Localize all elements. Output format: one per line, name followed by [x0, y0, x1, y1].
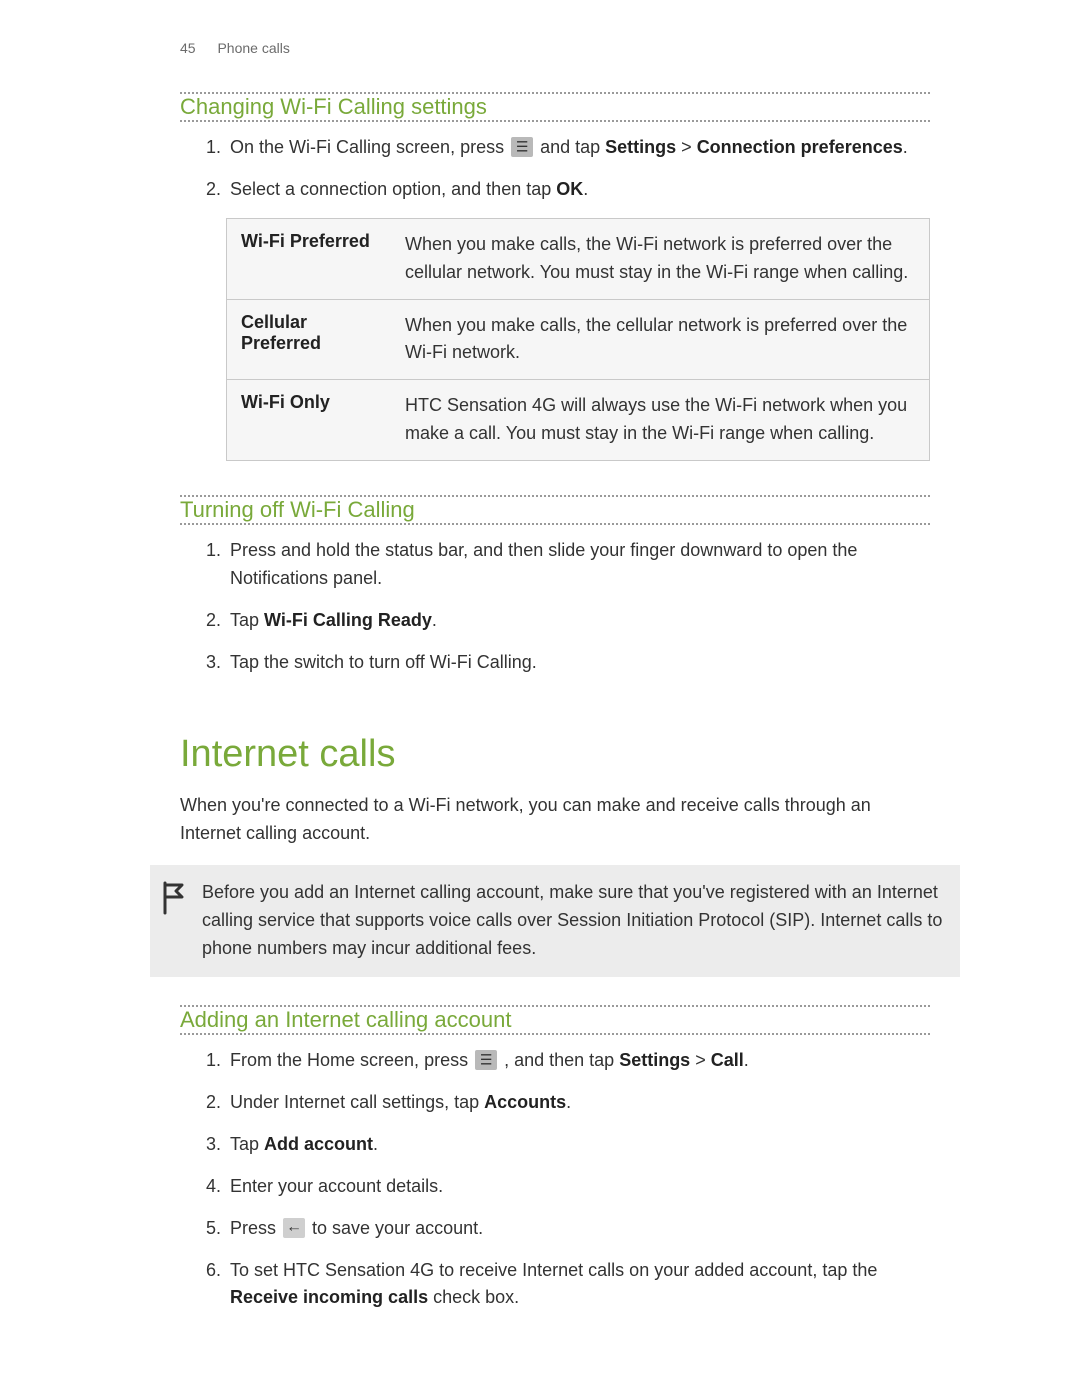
option-label: Wi-Fi Only [227, 380, 405, 460]
list-item: Press to save your account. [226, 1215, 930, 1243]
note-text: Before you add an Internet calling accou… [202, 879, 944, 963]
label-add-account: Add account [264, 1134, 373, 1154]
page: 45 Phone calls Changing Wi-Fi Calling se… [0, 0, 1080, 1397]
table-row: Wi-Fi Only HTC Sensation 4G will always … [227, 379, 929, 460]
flag-icon [160, 881, 192, 920]
list-item: Under Internet call settings, tap Accoun… [226, 1089, 930, 1117]
option-desc: When you make calls, the Wi-Fi network i… [405, 219, 929, 299]
label-ok: OK [556, 179, 583, 199]
list-item: Tap Wi-Fi Calling Ready. [226, 607, 930, 635]
list-item: Press and hold the status bar, and then … [226, 537, 930, 593]
dotted-line [180, 1033, 930, 1035]
step-text: . [903, 137, 908, 157]
step-text: Enter your account details. [230, 1176, 443, 1196]
table-row: Wi-Fi Preferred When you make calls, the… [227, 219, 929, 299]
label-call: Call [711, 1050, 744, 1070]
subheading-row: Adding an Internet calling account [180, 1005, 930, 1035]
list-item: Tap Add account. [226, 1131, 930, 1159]
subheading-turning-off: Turning off Wi-Fi Calling [180, 497, 425, 523]
step-text: Tap the switch to turn off Wi-Fi Calling… [230, 652, 537, 672]
step-text: . [744, 1050, 749, 1070]
page-section: Phone calls [217, 40, 289, 56]
dotted-line [180, 120, 930, 122]
steps-list: On the Wi-Fi Calling screen, press and t… [180, 134, 930, 204]
list-item: Select a connection option, and then tap… [226, 176, 930, 204]
list-item: From the Home screen, press , and then t… [226, 1047, 930, 1075]
label-accounts: Accounts [484, 1092, 566, 1112]
step-text: . [432, 610, 437, 630]
step-text: Select a connection option, and then tap [230, 179, 556, 199]
list-item: Tap the switch to turn off Wi-Fi Calling… [226, 649, 930, 677]
step-text: to save your account. [307, 1218, 483, 1238]
subheading-adding-account: Adding an Internet calling account [180, 1007, 521, 1033]
label-connection-preferences: Connection preferences [697, 137, 903, 157]
step-text: To set HTC Sensation 4G to receive Inter… [230, 1260, 877, 1280]
subheading-row: Turning off Wi-Fi Calling [180, 495, 930, 525]
list-item: On the Wi-Fi Calling screen, press and t… [226, 134, 930, 162]
steps-list: Press and hold the status bar, and then … [180, 537, 930, 677]
page-number: 45 [180, 40, 196, 56]
step-text: and tap [535, 137, 605, 157]
step-text: . [583, 179, 588, 199]
label-settings: Settings [619, 1050, 690, 1070]
heading-internet-calls: Internet calls [180, 733, 930, 776]
subheading-row: Changing Wi-Fi Calling settings [180, 92, 930, 122]
option-desc: When you make calls, the cellular networ… [405, 300, 929, 380]
steps-list: From the Home screen, press , and then t… [180, 1047, 930, 1312]
step-text: > [676, 137, 697, 157]
back-icon [283, 1218, 305, 1238]
step-text: Under Internet call settings, tap [230, 1092, 484, 1112]
note-box: Before you add an Internet calling accou… [150, 865, 960, 977]
page-header: 45 Phone calls [180, 40, 930, 56]
step-text: Tap [230, 610, 264, 630]
option-label: Cellular Preferred [227, 300, 405, 380]
menu-icon [475, 1050, 497, 1070]
step-text: Tap [230, 1134, 264, 1154]
step-text: . [566, 1092, 571, 1112]
option-desc: HTC Sensation 4G will always use the Wi-… [405, 380, 929, 460]
step-text: check box. [428, 1287, 519, 1307]
subheading-changing-wifi: Changing Wi-Fi Calling settings [180, 94, 497, 120]
label-wifi-calling-ready: Wi-Fi Calling Ready [264, 610, 432, 630]
option-label: Wi-Fi Preferred [227, 219, 405, 299]
step-text: On the Wi-Fi Calling screen, press [230, 137, 509, 157]
label-receive-incoming: Receive incoming calls [230, 1287, 428, 1307]
step-text: . [373, 1134, 378, 1154]
step-text: From the Home screen, press [230, 1050, 473, 1070]
list-item: Enter your account details. [226, 1173, 930, 1201]
step-text: > [690, 1050, 711, 1070]
step-text: Press and hold the status bar, and then … [230, 540, 857, 588]
dotted-line [180, 523, 930, 525]
menu-icon [511, 137, 533, 157]
list-item: To set HTC Sensation 4G to receive Inter… [226, 1257, 930, 1313]
intro-paragraph: When you're connected to a Wi-Fi network… [180, 792, 930, 848]
label-settings: Settings [605, 137, 676, 157]
step-text: , and then tap [499, 1050, 619, 1070]
connection-options-table: Wi-Fi Preferred When you make calls, the… [226, 218, 930, 461]
table-row: Cellular Preferred When you make calls, … [227, 299, 929, 380]
step-text: Press [230, 1218, 281, 1238]
